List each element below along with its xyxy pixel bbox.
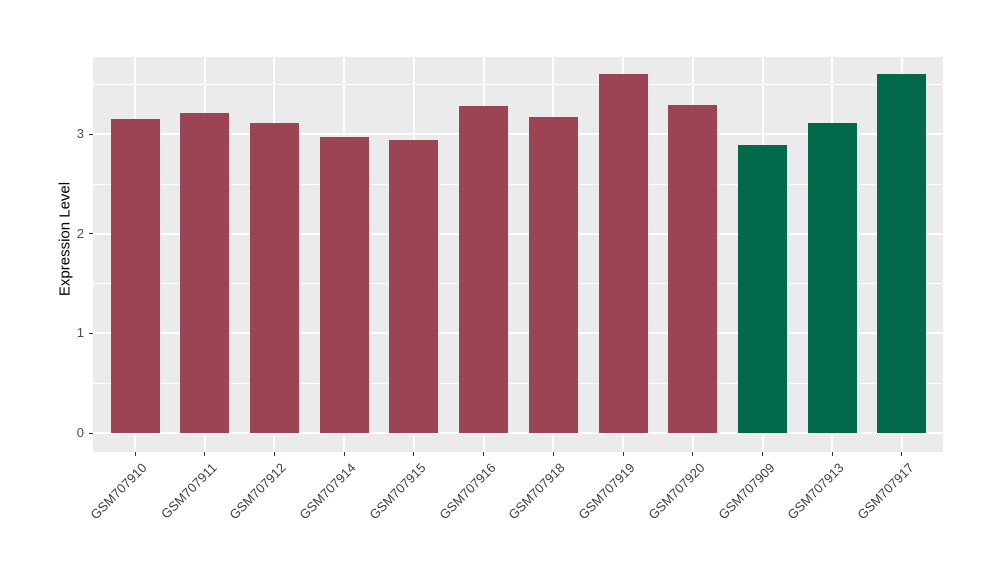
bar-GSM707917	[877, 74, 927, 433]
bar-GSM707911	[180, 113, 230, 433]
gridline-major-horizontal	[93, 232, 943, 235]
gridline-major-horizontal	[93, 133, 943, 136]
gridline-minor-horizontal	[93, 382, 943, 384]
x-tick-mark	[273, 452, 275, 456]
bar-GSM707918	[528, 117, 578, 433]
bar-GSM707913	[807, 123, 857, 433]
bar-GSM707909	[738, 145, 788, 433]
x-tick-mark	[413, 452, 415, 456]
x-tick-mark	[483, 452, 485, 456]
x-tick-mark	[622, 452, 624, 456]
bar-GSM707912	[249, 123, 299, 433]
gridline-minor-horizontal	[93, 283, 943, 285]
gridline-major-horizontal	[93, 432, 943, 434]
x-tick-mark	[552, 452, 554, 456]
bar-GSM707914	[319, 137, 369, 433]
x-tick-mark	[901, 452, 903, 456]
plot-panel	[93, 57, 943, 452]
x-tick-mark	[134, 452, 136, 456]
y-tick-label: 2	[76, 225, 84, 241]
bar-GSM707916	[459, 106, 509, 433]
gridline-major-horizontal	[93, 332, 943, 335]
y-tick-label: 1	[76, 325, 84, 341]
bar-GSM707919	[598, 74, 648, 433]
gridline-minor-horizontal	[93, 83, 943, 85]
x-tick-mark	[692, 452, 694, 456]
x-tick-mark	[762, 452, 764, 456]
bar-GSM707910	[110, 119, 160, 433]
x-tick-mark	[343, 452, 345, 456]
bar-GSM707915	[389, 140, 439, 433]
y-tick-mark	[89, 432, 93, 434]
x-tick-mark	[831, 452, 833, 456]
y-tick-label: 3	[76, 126, 84, 142]
y-tick-label: 0	[76, 425, 84, 440]
y-tick-mark	[89, 133, 93, 135]
x-tick-mark	[204, 452, 206, 456]
y-tick-mark	[89, 233, 93, 235]
bar-GSM707920	[668, 105, 718, 433]
y-tick-mark	[89, 332, 93, 334]
gridline-minor-horizontal	[93, 183, 943, 185]
